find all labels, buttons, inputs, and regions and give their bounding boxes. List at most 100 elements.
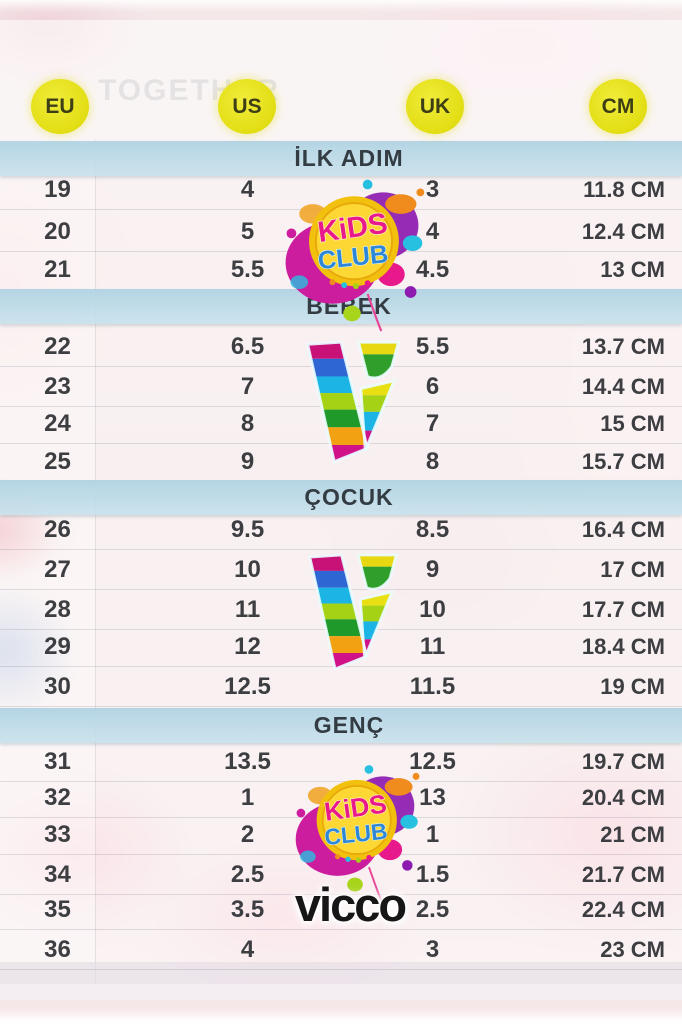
cell-uk: 8.5 (415, 516, 450, 543)
left-column-overlay (0, 140, 96, 985)
cell-eu: 35 (44, 896, 71, 923)
cell-us: 1 (240, 784, 255, 811)
cell-eu: 19 (44, 176, 71, 203)
cell-us: 10 (234, 556, 261, 583)
cell-us: 2 (240, 821, 255, 848)
vicco-v-logo (308, 553, 398, 671)
cell-cm: 21 CM (600, 822, 665, 847)
cell-us: 9 (240, 448, 255, 475)
cell-cm: 13.7 CM (581, 334, 665, 359)
logo-paint-drip (368, 866, 383, 901)
top-white-overlay (0, 20, 682, 140)
cell-eu: 28 (44, 596, 71, 623)
cell-us: 13.5 (224, 748, 271, 775)
cell-uk: 7 (425, 410, 440, 437)
size-row-eu-31: 31 13.5 12.5 19.7 CM (0, 743, 682, 782)
section-title: GENÇ (313, 712, 385, 738)
cell-us: 11 (234, 596, 261, 623)
footer-band (0, 962, 682, 984)
column-header-cm: CM (589, 79, 647, 134)
cell-us: 5.5 (230, 256, 265, 283)
cell-eu: 29 (44, 633, 71, 660)
cell-cm: 23 CM (600, 937, 665, 962)
cell-uk: 4 (425, 218, 440, 245)
cell-cm: 20.4 CM (581, 785, 665, 810)
cell-uk: 1 (425, 821, 440, 848)
cell-eu: 20 (44, 218, 71, 245)
size-row-eu-34: 34 2.5 1.5 21.7 CM (0, 856, 682, 895)
logo-green-drop (343, 305, 361, 322)
size-row-eu-27: 27 10 9 17 CM (0, 551, 682, 590)
logo-paint-drip (366, 293, 383, 332)
cell-us: 3.5 (230, 896, 265, 923)
cell-eu: 30 (44, 673, 71, 700)
cell-eu: 27 (44, 556, 71, 583)
logo-confetti (329, 279, 371, 290)
cell-eu: 34 (44, 861, 71, 888)
section-title: ÇOCUK (304, 484, 394, 510)
column-header-uk: UK (406, 79, 464, 134)
cell-eu: 22 (44, 333, 71, 360)
cell-cm: 21.7 CM (581, 862, 665, 887)
cell-us: 5 (240, 218, 255, 245)
cell-uk: 13 (419, 784, 446, 811)
cell-cm: 12.4 CM (581, 219, 665, 244)
size-row-eu-26: 26 9.5 8.5 16.4 CM (0, 511, 682, 550)
cell-uk: 9 (425, 556, 440, 583)
cell-eu: 24 (44, 410, 71, 437)
kids-club-logo: KiDS CLUB (285, 179, 425, 332)
cell-cm: 15 CM (600, 411, 665, 436)
section-band: ÇOCUK (0, 480, 682, 515)
vicco-wordmark: vicco (294, 878, 407, 931)
footer-band (0, 984, 682, 1000)
column-header-eu: EU (31, 79, 89, 134)
cell-us: 8 (240, 410, 255, 437)
cell-cm: 11.8 CM (583, 177, 665, 202)
section-title: İLK ADIM (294, 145, 404, 171)
cell-us: 2.5 (230, 861, 265, 888)
cell-uk: 2.5 (415, 896, 450, 923)
cell-cm: 17.7 CM (581, 597, 665, 622)
size-row-eu-30: 30 12.5 11.5 19 CM (0, 668, 682, 707)
column-header-us: US (218, 79, 276, 134)
cell-cm: 14.4 CM (581, 374, 665, 399)
cell-cm: 18.4 CM (581, 634, 665, 659)
section-band: İLK ADIM (0, 141, 682, 176)
size-row-eu-35: 35 3.5 2.5 22.4 CM (0, 891, 682, 930)
cell-us: 4 (240, 936, 255, 963)
cell-uk: 11 (419, 633, 446, 660)
section-band: GENÇ (0, 708, 682, 743)
cell-eu: 26 (44, 516, 71, 543)
logo-green-drop (347, 877, 363, 892)
cell-cm: 17 CM (600, 557, 665, 582)
cell-us: 9.5 (230, 516, 265, 543)
cell-eu: 32 (44, 784, 71, 811)
cell-eu: 33 (44, 821, 71, 848)
cell-us: 7 (240, 373, 255, 400)
cell-eu: 23 (44, 373, 71, 400)
cell-uk: 11.5 (409, 673, 456, 700)
cell-us: 4 (240, 176, 255, 203)
cell-us: 12 (234, 633, 261, 660)
vicco-v-logo (306, 340, 401, 464)
cell-cm: 13 CM (600, 257, 665, 282)
cell-uk: 5.5 (415, 333, 450, 360)
cell-cm: 19 CM (600, 674, 665, 699)
cell-uk: 6 (425, 373, 440, 400)
cell-uk: 12.5 (409, 748, 456, 775)
cell-uk: 1.5 (415, 861, 450, 888)
size-row-eu-36: 36 4 3 23 CM (0, 931, 682, 970)
cell-uk: 8 (425, 448, 440, 475)
cell-eu: 31 (44, 748, 71, 775)
cell-us: 6.5 (230, 333, 265, 360)
cell-cm: 19.7 CM (581, 749, 665, 774)
cell-cm: 16.4 CM (581, 517, 665, 542)
cell-eu: 25 (44, 448, 71, 475)
kids-club-logo: KiDS CLUB (295, 765, 420, 901)
cell-uk: 3 (425, 936, 440, 963)
cell-eu: 21 (44, 256, 71, 283)
cell-us: 12.5 (224, 673, 271, 700)
cell-cm: 15.7 CM (581, 449, 665, 474)
cell-uk: 10 (419, 596, 446, 623)
